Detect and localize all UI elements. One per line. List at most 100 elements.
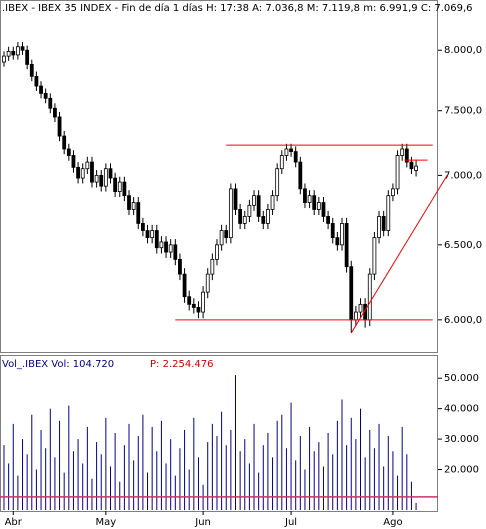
candle-body [340,223,344,246]
candle-body [168,244,173,253]
candle-body [11,51,16,56]
candle-body [316,202,321,210]
candle-body [90,161,94,183]
candle-body [279,155,284,170]
candle-body [391,188,395,197]
candle-body [377,216,381,239]
candle-body [298,161,303,190]
candle-body [224,230,229,239]
y-tick-label: 50.000 [444,373,479,384]
candle-body [242,216,247,224]
trend-line [350,175,448,334]
candle-body [76,166,80,179]
candle-body [108,168,113,179]
x-tick-label: Abr [5,517,23,528]
x-tick-label: Ago [383,517,402,528]
candle-body [48,97,53,109]
x-tick-label: Jul [284,517,297,528]
volume-subtitle: P: 2.254.476 [150,359,213,370]
y-tick-label: 6.500,0 [444,240,482,251]
candle-body [252,195,256,206]
candle-body [335,237,340,246]
candle-body [25,49,30,65]
candle-body [39,85,43,94]
candle-body [159,241,164,249]
volume-title: Vol_.IBEX Vol: 104.720 [2,359,114,370]
candle-body [307,195,312,203]
candle-body [353,311,358,321]
y-tick-label: 40.000 [444,404,479,415]
candle-body [6,51,11,57]
candle-body [62,135,67,150]
candle-body [201,291,205,313]
candle-body [266,209,270,224]
candle-body [150,230,155,239]
y-tick-label: 7.000,0 [444,170,482,181]
candle-body [261,216,266,224]
candle-body [173,244,178,260]
candle-body [233,188,238,210]
y-tick-label: 7.500,0 [444,106,482,117]
candle-body [154,230,159,249]
candle-body [71,155,76,168]
candle-body [238,209,243,224]
candle-body [187,296,192,305]
candle-body [409,161,414,170]
candle-body [275,168,280,197]
candle-body [293,151,298,163]
price-panel [0,0,438,353]
candle-body [381,216,386,231]
candle-body [414,165,418,171]
candle-body [228,188,233,239]
candle-body [367,273,372,321]
candle-body [256,195,261,217]
candle-body [145,230,150,239]
candle-body [196,307,201,313]
candle-body [99,174,104,187]
y-tick-label: 6.000,0 [444,315,482,326]
candle-body [330,223,335,239]
y-tick-label: 30.000 [444,434,479,445]
candle-body [164,241,168,253]
candle-body [43,92,48,99]
candle-body [2,55,6,63]
candle-body [131,202,136,210]
candle-body [215,244,219,260]
y-tick-label: 8.000,0 [444,45,482,56]
candle-body [395,155,400,190]
candle-body [289,148,293,152]
candle-body [247,204,252,217]
candle-body [270,195,275,210]
candle-body [205,273,210,293]
y-tick-label: 20.000 [444,465,479,476]
candle-body [312,195,317,210]
candle-body [34,75,39,87]
candle-body [122,181,127,197]
candle-body [85,161,90,170]
candle-body [113,177,118,192]
chart-title: .IBEX - IBEX 35 INDEX - Fin de día 1 día… [2,2,473,14]
candle-body [344,223,349,268]
volume-panel [0,355,438,512]
candle-body [53,107,57,118]
candle-body [127,195,131,210]
candle-body [29,64,34,77]
x-tick-label: May [96,517,117,528]
candle-body [191,303,196,308]
candle-body [15,46,20,56]
candle-body [386,195,391,231]
candle-body [404,148,409,163]
candle-body [117,181,122,192]
candle-body [326,216,331,224]
candle-body [66,148,71,156]
candle-body [140,223,145,231]
candle-body [182,273,187,298]
candle-body [20,46,25,51]
candle-body [349,266,354,321]
candle-body [284,148,289,156]
candle-body [94,174,99,183]
candle-body [103,168,108,187]
candle-body [372,237,377,275]
candle-body [80,168,85,179]
